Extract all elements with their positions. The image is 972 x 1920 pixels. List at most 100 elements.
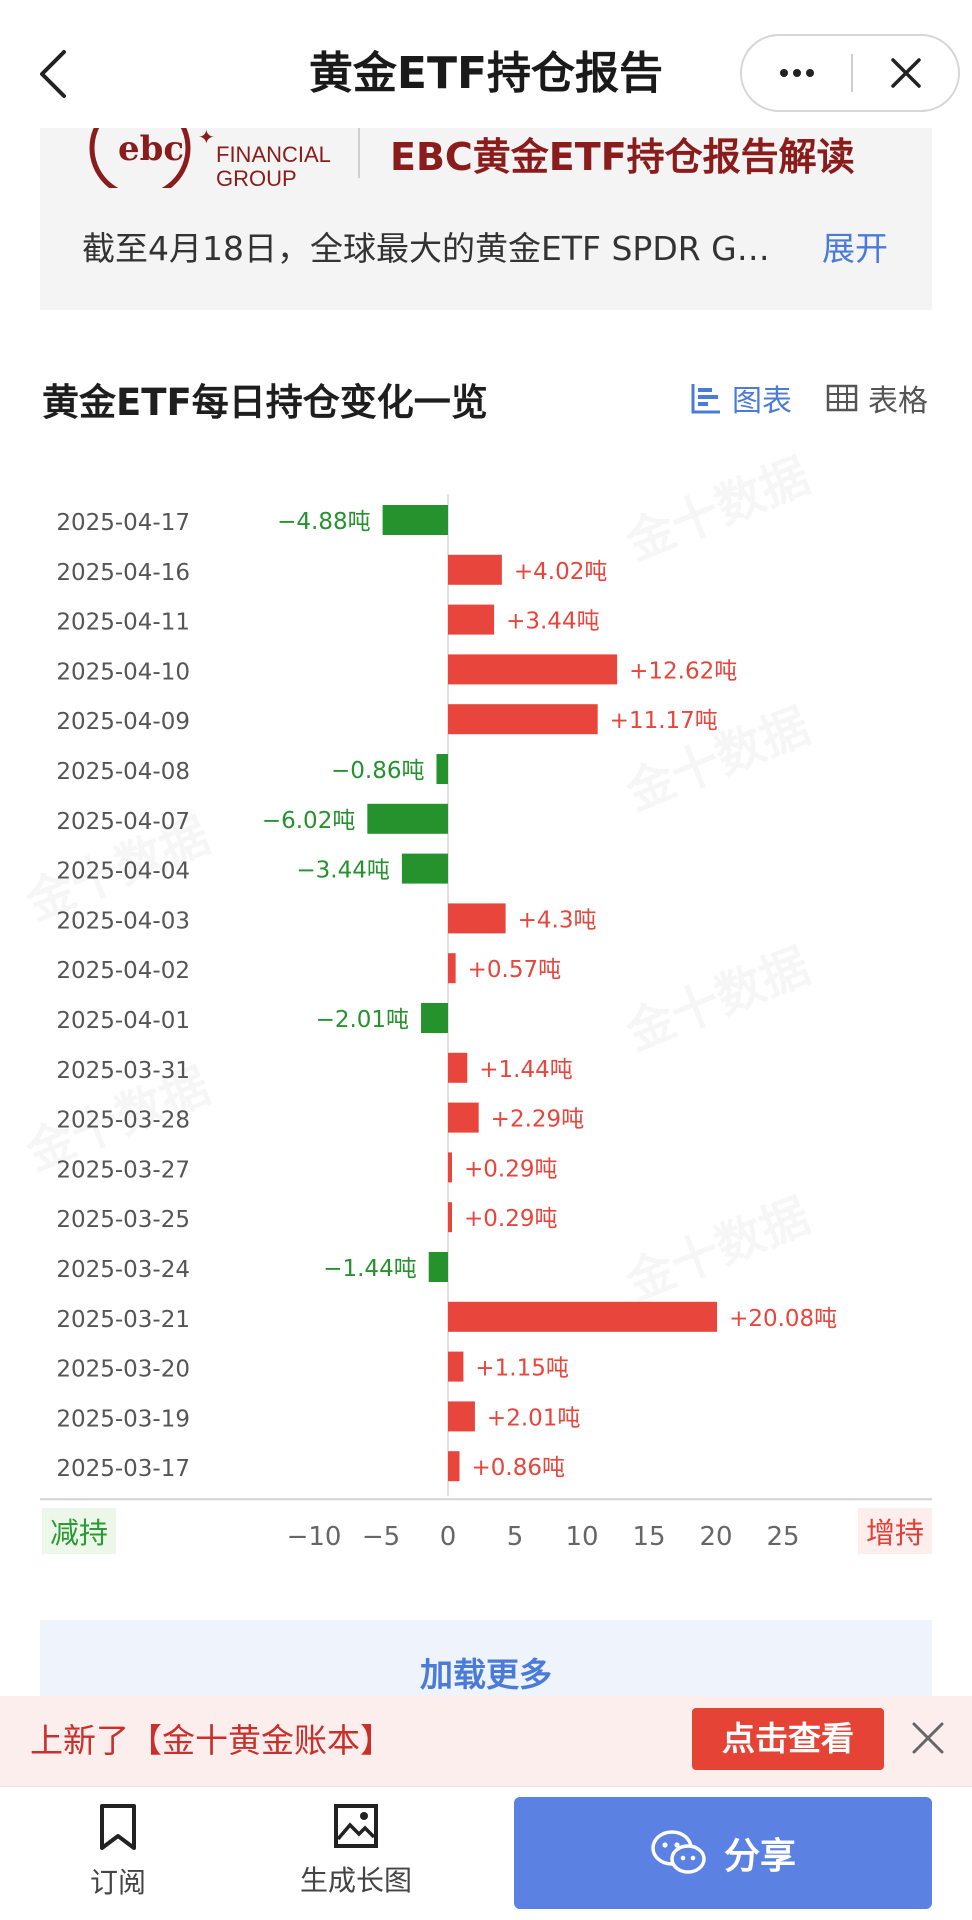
- bar-value-label: −2.01吨: [316, 1007, 409, 1033]
- bar-value-label: +0.29吨: [464, 1156, 557, 1182]
- increase-bar[interactable]: [448, 554, 502, 585]
- bar-value-label: −6.02吨: [262, 808, 355, 834]
- decrease-bar[interactable]: [382, 505, 448, 535]
- bar-value-label: +0.57吨: [468, 957, 561, 983]
- mini-program-capsule: [740, 34, 960, 112]
- date-tick-label: 2025-03-28: [56, 1108, 190, 1134]
- date-tick-label: 2025-03-19: [56, 1406, 190, 1432]
- section-title: 黄金ETF每日持仓变化一览: [42, 381, 488, 424]
- bar-value-label: +4.3吨: [518, 907, 597, 933]
- etf-holdings-chart: 2025-04-17 −4.88吨 2025-04-16 +4.02吨 2025-04-…: [0, 490, 972, 1560]
- share-label: 分享: [723, 1836, 796, 1877]
- bottom-action-bar: 订阅 生成长图 分享: [0, 1786, 972, 1920]
- more-dots-icon: [779, 69, 814, 77]
- date-tick-label: 2025-03-31: [56, 1058, 190, 1084]
- increase-bar[interactable]: [448, 1152, 452, 1183]
- bar-value-label: +12.62吨: [629, 658, 737, 684]
- svg-text:✦: ✦: [198, 128, 215, 149]
- date-tick-label: 2025-04-02: [56, 958, 190, 984]
- long-image-label: 生成长图: [299, 1864, 412, 1897]
- bar-value-label: +2.29吨: [491, 1107, 584, 1133]
- x-tick-label: 20: [699, 1522, 732, 1552]
- bar-value-label: +1.15吨: [475, 1356, 568, 1382]
- more-button[interactable]: [742, 36, 851, 110]
- logo-text-line2: GROUP: [216, 166, 297, 188]
- increase-bar[interactable]: [448, 604, 495, 635]
- increase-bar[interactable]: [448, 654, 618, 685]
- view-chart-label: 图表: [732, 384, 792, 419]
- x-tick-label: −5: [362, 1522, 400, 1552]
- date-tick-label: 2025-04-04: [56, 859, 190, 885]
- increase-bar[interactable]: [448, 1102, 479, 1133]
- bookmark-icon: [100, 1804, 136, 1850]
- promo-close-button[interactable]: [908, 1718, 948, 1758]
- table-grid-icon: [826, 384, 858, 412]
- view-table-label: 表格: [868, 384, 928, 419]
- date-tick-label: 2025-04-07: [56, 809, 190, 835]
- logo-text-line1: FINANCIAL: [216, 142, 331, 167]
- decrease-bar[interactable]: [367, 803, 448, 834]
- bar-value-label: −0.86吨: [331, 758, 424, 784]
- chevron-left-icon: [40, 50, 66, 98]
- date-tick-label: 2025-04-03: [56, 908, 190, 934]
- bar-value-label: +20.08吨: [729, 1306, 837, 1332]
- promo-view-button[interactable]: 点击查看: [692, 1708, 884, 1770]
- wechat-icon: [651, 1830, 706, 1874]
- share-button[interactable]: 分享: [514, 1797, 932, 1909]
- view-table-toggle[interactable]: 表格: [826, 376, 928, 420]
- increase-bar[interactable]: [448, 1401, 475, 1432]
- generate-long-image-button[interactable]: 生成长图: [276, 1787, 436, 1920]
- increase-bar[interactable]: [448, 1301, 718, 1332]
- bar-value-label: +2.01吨: [487, 1405, 580, 1431]
- x-tick-label: 25: [766, 1522, 799, 1552]
- x-tick-label: 5: [507, 1522, 524, 1552]
- x-tick-label: 10: [565, 1522, 598, 1552]
- bar-value-label: +1.44吨: [479, 1057, 572, 1083]
- date-tick-label: 2025-03-24: [56, 1257, 190, 1283]
- date-tick-label: 2025-04-16: [56, 560, 190, 586]
- image-icon: [334, 1804, 378, 1848]
- increase-bar[interactable]: [448, 1202, 452, 1233]
- bar-value-label: +4.02吨: [514, 559, 607, 585]
- date-tick-label: 2025-03-20: [56, 1357, 190, 1383]
- subscribe-button[interactable]: 订阅: [38, 1787, 198, 1920]
- bar-value-label: +3.44吨: [506, 609, 599, 635]
- x-tick-label: −10: [287, 1522, 342, 1552]
- bar-value-label: +0.29吨: [464, 1206, 557, 1232]
- date-tick-label: 2025-04-08: [56, 759, 190, 785]
- logo-divider: [358, 128, 360, 178]
- legend-increase: 增持: [858, 1508, 933, 1554]
- capsule-divider: [851, 54, 853, 92]
- date-tick-label: 2025-03-17: [56, 1456, 190, 1482]
- decrease-bar[interactable]: [421, 1003, 448, 1033]
- increase-bar[interactable]: [448, 1351, 464, 1382]
- date-tick-label: 2025-04-10: [56, 659, 190, 685]
- promo-text: 上新了【金十黄金账本】: [30, 1721, 393, 1760]
- expand-link[interactable]: 展开: [822, 229, 888, 268]
- decrease-bar[interactable]: [428, 1252, 448, 1282]
- bar-value-label: +0.86吨: [472, 1455, 565, 1481]
- promo-banner: 上新了【金十黄金账本】 点击查看: [0, 1696, 972, 1786]
- increase-bar[interactable]: [448, 1052, 468, 1083]
- bar-chart-icon: [691, 384, 720, 414]
- increase-bar[interactable]: [448, 704, 598, 735]
- view-chart-toggle[interactable]: 图表: [690, 376, 792, 420]
- date-tick-label: 2025-04-09: [56, 709, 190, 735]
- decrease-bar[interactable]: [401, 853, 448, 884]
- subscribe-label: 订阅: [89, 1866, 146, 1899]
- date-tick-label: 2025-04-17: [56, 510, 190, 536]
- increase-bar[interactable]: [448, 903, 506, 934]
- ebc-logo-icon: ebc ✦ FINANCIAL GROUP: [89, 128, 331, 188]
- increase-bar[interactable]: [448, 953, 456, 984]
- bar-value-label: −3.44吨: [296, 858, 389, 884]
- increase-bar[interactable]: [448, 1451, 460, 1482]
- report-summary-card: ebc ✦ FINANCIAL GROUP EBC黄金ETF持仓报告解读 截至4…: [40, 128, 932, 310]
- date-tick-label: 2025-03-27: [56, 1157, 190, 1183]
- top-nav-bar: 黄金ETF持仓报告: [0, 0, 972, 128]
- bar-value-label: −4.88吨: [277, 509, 370, 535]
- legend-decrease: 减持: [42, 1508, 117, 1554]
- decrease-bar[interactable]: [436, 754, 448, 784]
- bar-value-label: −1.44吨: [323, 1256, 416, 1282]
- back-button[interactable]: [34, 44, 74, 104]
- close-button[interactable]: [853, 36, 958, 110]
